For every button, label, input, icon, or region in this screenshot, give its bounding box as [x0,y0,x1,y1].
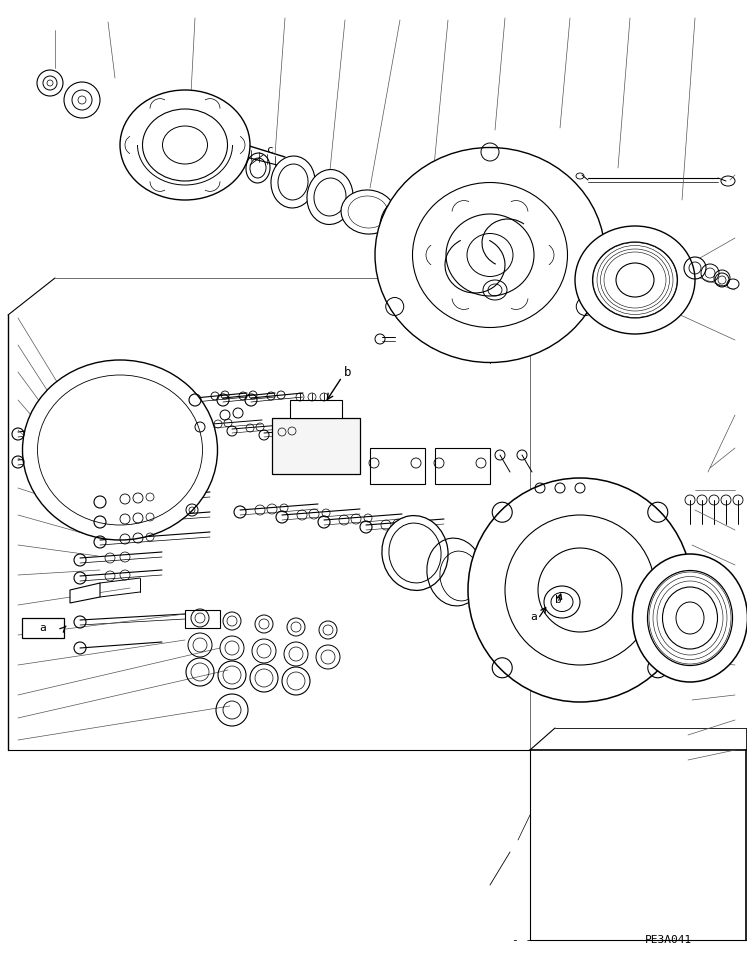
Text: b: b [554,595,562,605]
Polygon shape [70,583,100,603]
Ellipse shape [633,554,747,682]
Ellipse shape [375,147,605,362]
Text: b: b [344,367,352,379]
Ellipse shape [575,226,695,334]
Text: - -: - - [512,935,532,945]
Ellipse shape [22,360,217,540]
Ellipse shape [271,156,315,208]
Bar [370,448,425,484]
Bar [272,418,360,474]
Circle shape [468,478,692,702]
Text: a: a [40,623,46,633]
Bar [22,618,64,638]
Ellipse shape [307,169,353,224]
Ellipse shape [382,515,448,590]
Text: PE3A041: PE3A041 [645,935,692,945]
Text: c: c [267,145,273,155]
Ellipse shape [120,90,250,200]
Ellipse shape [380,198,426,253]
Ellipse shape [341,190,395,234]
Bar [435,448,490,484]
Text: a: a [530,612,537,622]
Bar [290,400,342,418]
Bar [185,610,220,628]
